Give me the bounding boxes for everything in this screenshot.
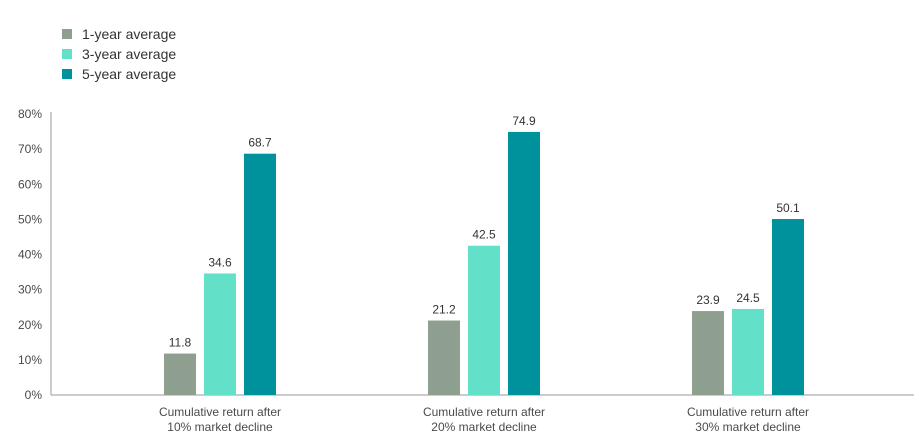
bar	[204, 273, 236, 395]
bar-value-label: 74.9	[512, 114, 536, 128]
legend-item-5-year: 5-year average	[62, 64, 176, 84]
y-tick-label: 40%	[18, 248, 42, 262]
bar-value-label: 50.1	[776, 201, 800, 215]
bar-value-label: 34.6	[208, 255, 232, 269]
bar	[164, 353, 196, 395]
bar-value-label: 11.8	[169, 336, 192, 350]
bar	[468, 245, 500, 395]
y-tick-label: 60%	[18, 177, 42, 191]
bar-value-label: 68.7	[248, 136, 272, 150]
bar-value-label: 24.5	[736, 291, 760, 305]
bar	[508, 131, 540, 395]
x-category-label: Cumulative return after	[159, 405, 281, 419]
y-tick-label: 0%	[25, 388, 43, 402]
bar	[692, 311, 724, 395]
y-tick-label: 70%	[18, 142, 42, 156]
x-category-label: Cumulative return after	[687, 405, 809, 419]
legend-swatch-1-year	[62, 29, 72, 39]
legend-swatch-5-year	[62, 69, 72, 79]
legend-label-5-year: 5-year average	[82, 66, 177, 82]
y-tick-label: 10%	[18, 353, 42, 367]
bar-value-label: 42.5	[472, 228, 496, 242]
bar	[772, 219, 804, 395]
legend-item-3-year: 3-year average	[62, 44, 176, 64]
chart-legend: 1-year average 3-year average 5-year ave…	[62, 24, 176, 84]
x-category-label: Cumulative return after	[423, 405, 545, 419]
x-category-label: 20% market decline	[431, 420, 537, 434]
legend-swatch-3-year	[62, 49, 72, 59]
legend-label-1-year: 1-year average	[82, 26, 177, 42]
bar-value-label: 21.2	[432, 303, 456, 317]
bar	[732, 308, 764, 395]
bar-value-label: 23.9	[696, 293, 720, 307]
bar	[244, 153, 276, 395]
bar	[428, 320, 460, 395]
legend-label-3-year: 3-year average	[82, 46, 177, 62]
y-tick-label: 80%	[18, 107, 42, 121]
x-category-label: 30% market decline	[695, 420, 801, 434]
y-tick-label: 30%	[18, 283, 42, 297]
legend-item-1-year: 1-year average	[62, 24, 176, 44]
y-tick-label: 50%	[18, 212, 42, 226]
x-category-label: 10% market decline	[167, 420, 273, 434]
y-tick-label: 20%	[18, 318, 42, 332]
